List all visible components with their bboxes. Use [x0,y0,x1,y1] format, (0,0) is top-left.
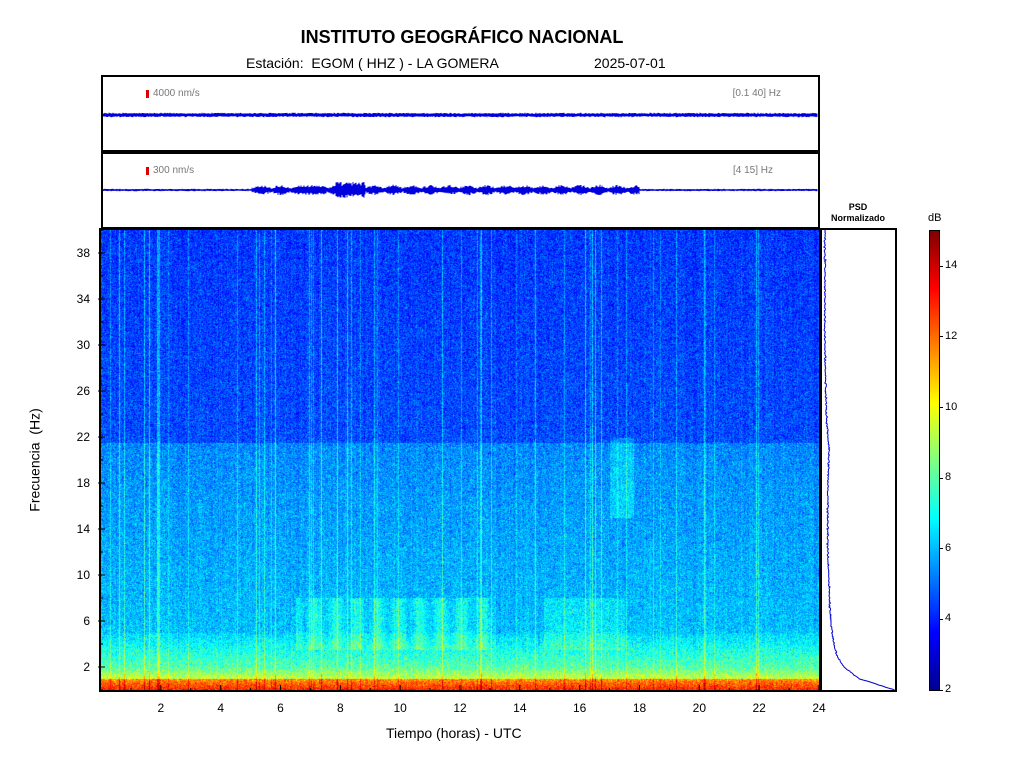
x-tick-label: 10 [393,701,407,715]
seismogram-broadband-panel: 4000 nm/s [0.1 40] Hz [101,75,820,152]
trace-scale-label: 4000 nm/s [153,88,200,99]
colorbar-tick [940,689,943,691]
x-tick-label: 14 [513,701,527,715]
x-tick-label: 4 [217,701,224,715]
psd-title-line1: PSD [848,202,868,212]
y-tick-label: 38 [77,246,91,260]
colorbar-unit: dB [928,212,942,224]
x-axis-label: Tiempo (horas) - UTC [386,725,522,741]
colorbar-tick [940,407,943,409]
x-tick-label: 22 [752,701,766,715]
y-axis-label: Frecuencia (Hz) [26,408,43,512]
scale-bar-marker [146,90,149,98]
x-tick-label: 20 [693,701,707,715]
colorbar-tick-label: 4 [945,612,952,625]
y-tick-label: 2 [83,660,90,674]
colorbar-tick-label: 12 [945,329,958,342]
seismogram-trace-broadband [103,112,818,118]
colorbar-tick [940,548,943,550]
psd-title: PSD Normalizado [820,202,896,224]
scale-bar-marker [146,167,149,175]
colorbar-tick [940,477,943,479]
colorbar-tick-label: 14 [945,259,958,272]
y-tick-label: 30 [77,338,91,352]
trace-line [103,112,818,118]
station-label: Estación: EGOM ( HHZ ) - LA GOMERA [246,55,499,71]
x-tick-label: 6 [277,701,284,715]
y-tick-label: 26 [77,384,91,398]
x-tick-label: 18 [633,701,647,715]
colorbar-tick-label: 8 [945,471,952,484]
colorbar-tick-label: 6 [945,541,952,554]
colorbar-tick-label: 10 [945,400,958,413]
psd-curve [823,229,895,691]
psd-title-line2: Normalizado [830,213,885,223]
y-tick-label: 22 [77,430,91,444]
trace-band-label: [0.1 40] Hz [732,88,781,99]
y-tick-label: 10 [77,568,91,582]
x-tick-label: 8 [337,701,344,715]
colorbar-tick-label: 2 [945,683,952,695]
y-tick-label: 14 [77,522,91,536]
colorbar [929,230,940,691]
colorbar-tick [940,618,943,620]
seismogram-trace-filtered [103,182,818,198]
trace-band-label: [4 15] Hz [732,165,773,176]
colorbar-tick [940,336,943,338]
x-tick-label: 24 [812,701,826,715]
colorbar-tick [940,265,943,267]
trace-scale-label: 300 nm/s [153,165,195,176]
trace-line [103,182,818,198]
x-tick-label: 12 [453,701,467,715]
psd-line [823,229,895,691]
page-title: INSTITUTO GEOGRÁFICO NACIONAL [300,27,624,47]
y-tick-label: 6 [83,614,90,628]
spectrogram-panel [99,228,821,692]
x-tick-label: 16 [573,701,587,715]
psd-panel [820,228,897,692]
date-label: 2025-07-01 [594,55,666,71]
x-tick-label: 2 [157,701,164,715]
y-tick-label: 34 [77,292,91,306]
y-tick-label: 18 [77,476,91,490]
spectrogram-heatmap [101,230,819,690]
